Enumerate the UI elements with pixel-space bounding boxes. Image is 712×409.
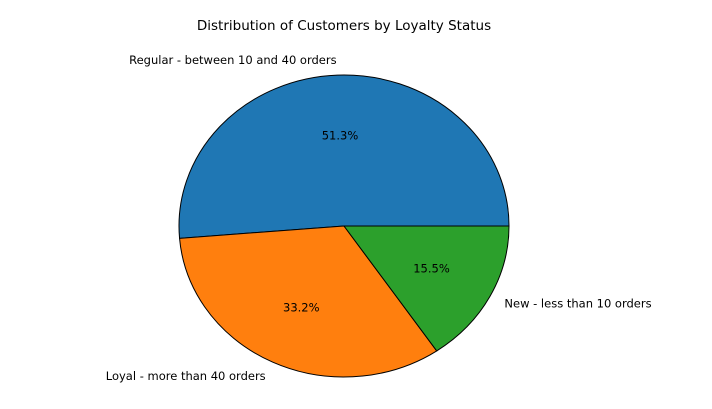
pie-slice-0 <box>178 74 510 239</box>
pie-labels: 51.3% Regular - between 10 and 40 orders 3… <box>106 53 652 383</box>
pie-slice-1 <box>179 225 438 378</box>
pie-pct-label-0: 51.3% <box>322 129 359 143</box>
pie-slices <box>178 74 510 378</box>
chart-title: Distribution of Customers by Loyalty Sta… <box>197 18 491 34</box>
pie-pct-label-2: 15.5% <box>413 261 450 275</box>
pie-category-label-1: Loyal - more than 40 orders <box>106 369 266 383</box>
pie-category-label-2: New - less than 10 orders <box>504 297 651 311</box>
pie-category-label-0: Regular - between 10 and 40 orders <box>129 53 336 67</box>
pie-slice-2 <box>343 225 510 352</box>
pie-pct-label-1: 33.2% <box>283 301 320 315</box>
